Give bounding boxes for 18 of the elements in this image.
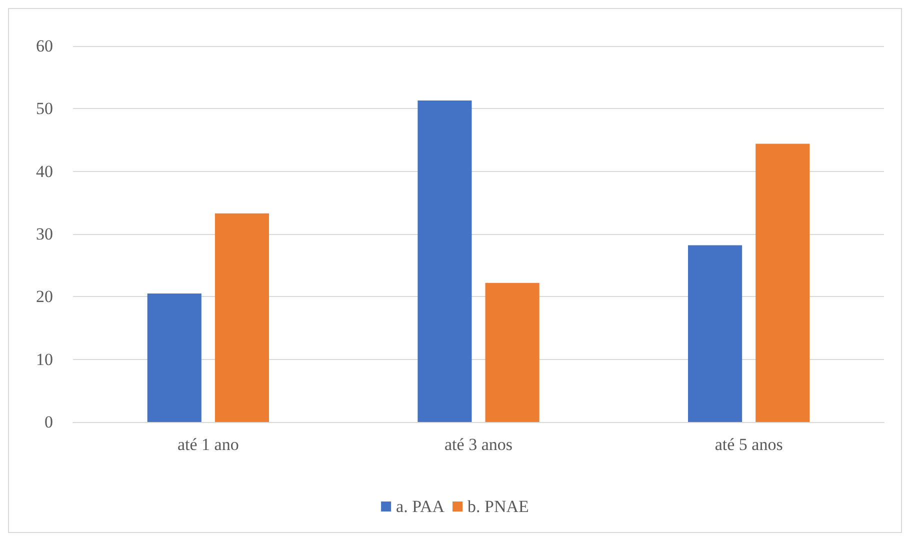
legend-label: a. PAA <box>396 497 446 516</box>
y-tick-label: 30 <box>36 224 53 244</box>
bar <box>147 294 202 422</box>
x-tick-label: até 5 anos <box>714 435 783 454</box>
bar <box>418 100 472 422</box>
bar <box>485 282 540 422</box>
y-tick-label: 60 <box>36 36 53 56</box>
bar <box>756 144 810 422</box>
bar <box>688 245 742 422</box>
y-tick-label: 10 <box>36 350 53 369</box>
legend-label: b. PNAE <box>468 497 529 516</box>
y-tick-label: 20 <box>36 287 53 306</box>
y-tick-label: 50 <box>36 99 53 118</box>
y-tick-label: 40 <box>36 162 53 181</box>
x-tick-label: até 3 anos <box>444 435 512 454</box>
x-tick-label: até 1 ano <box>177 435 239 454</box>
bar <box>214 213 269 422</box>
y-tick-label: 0 <box>44 412 53 432</box>
